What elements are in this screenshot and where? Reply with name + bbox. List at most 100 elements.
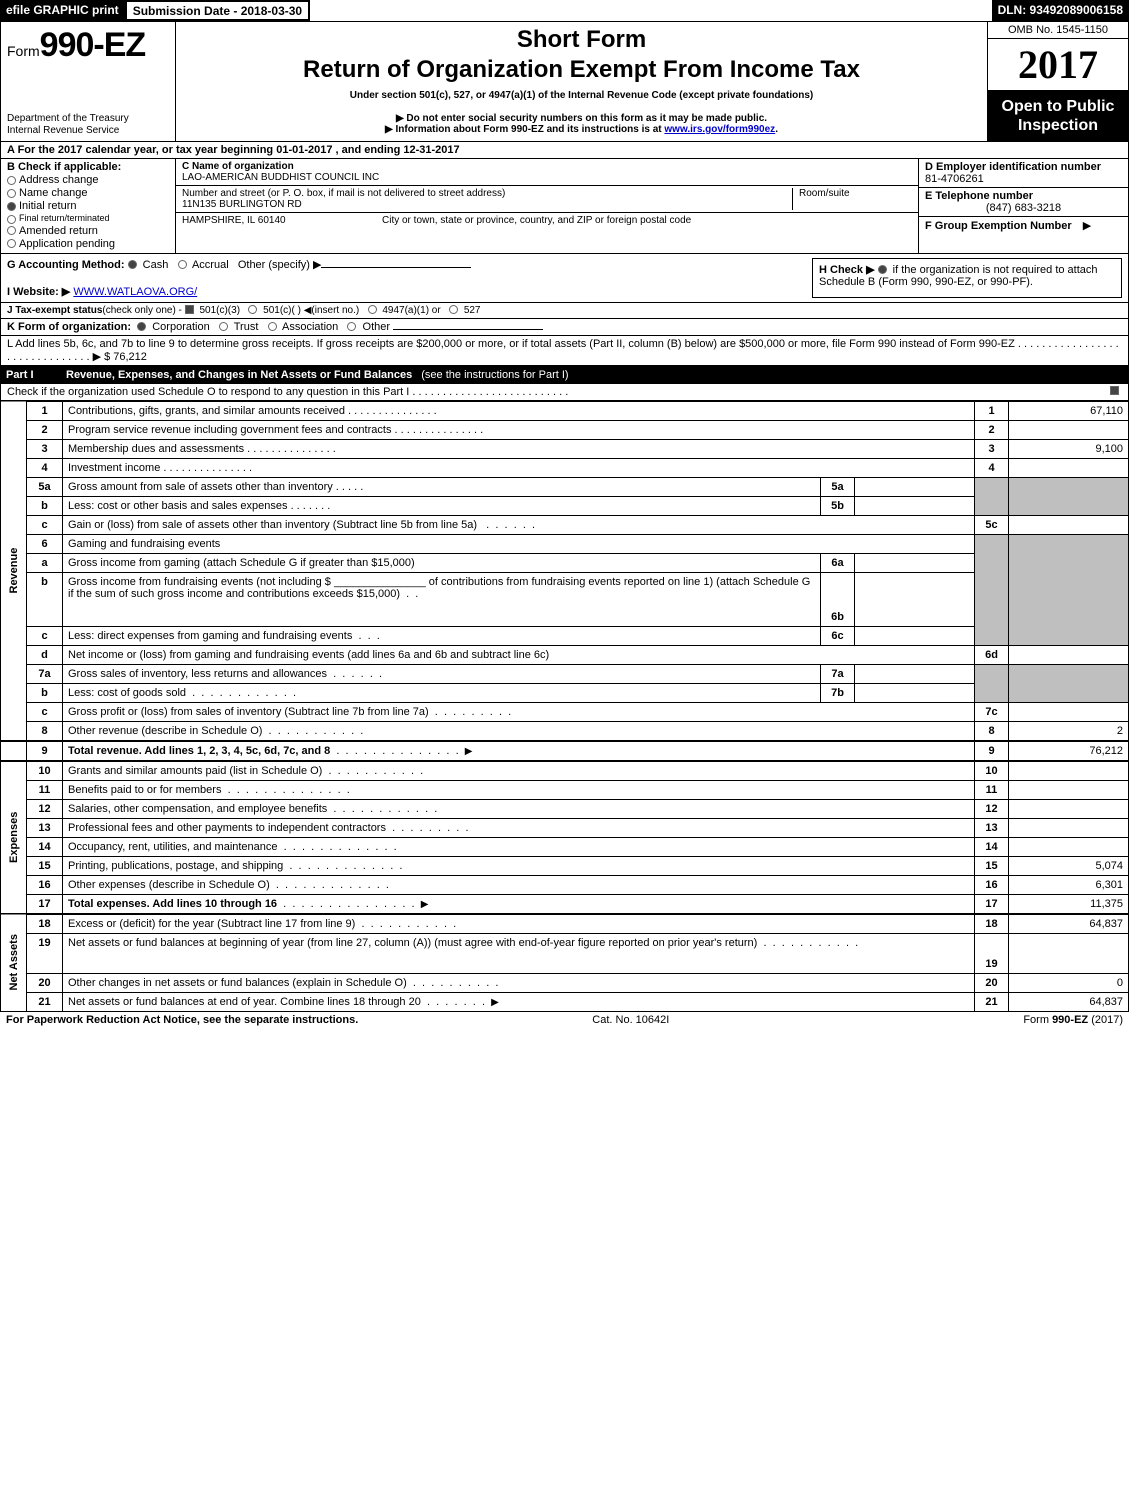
section-k: K Form of organization: Corporation Trus…	[0, 319, 1129, 336]
footer-mid: Cat. No. 10642I	[592, 1014, 669, 1026]
c-city-label: City or town, state or province, country…	[382, 215, 691, 226]
ln: 7a	[27, 664, 63, 683]
ln: 19	[27, 933, 63, 973]
table-row: 2 Program service revenue including gove…	[1, 420, 1129, 439]
desc: Gross income from gaming (attach Schedul…	[68, 557, 415, 569]
box: 6d	[975, 645, 1009, 664]
box: 16	[975, 875, 1009, 894]
form-number: Form990-EZ	[7, 26, 169, 65]
ln: 5a	[27, 477, 63, 496]
radio-icon[interactable]	[268, 322, 277, 331]
sub: 6c	[821, 626, 855, 645]
table-row: Expenses 10 Grants and similar amounts p…	[1, 761, 1129, 781]
footer-right: Form 990-EZ (2017)	[1023, 1014, 1123, 1026]
val: 0	[1009, 973, 1129, 992]
desc: Gross income from fundraising events (no…	[68, 576, 810, 600]
box: 5c	[975, 515, 1009, 534]
desc: Professional fees and other payments to …	[68, 822, 386, 834]
chk-address-change[interactable]: Address change	[7, 174, 169, 186]
sub: 7b	[821, 683, 855, 702]
check-icon[interactable]	[185, 305, 194, 314]
k-label: K Form of organization:	[7, 321, 131, 333]
ln: a	[27, 553, 63, 572]
radio-icon	[7, 202, 16, 211]
box: 2	[975, 420, 1009, 439]
radio-icon[interactable]	[128, 260, 137, 269]
tax-year: 2017	[988, 39, 1128, 91]
c-street: 11N135 BURLINGTON RD	[182, 199, 792, 210]
arrow-icon	[491, 996, 499, 1008]
desc: Total expenses. Add lines 10 through 16	[68, 898, 277, 910]
radio-icon	[7, 215, 16, 224]
k-opt0: Corporation	[152, 321, 209, 333]
radio-icon[interactable]	[368, 305, 377, 314]
part1-check-text: Check if the organization used Schedule …	[7, 386, 1110, 398]
part1-check[interactable]	[1110, 386, 1119, 395]
radio-icon[interactable]	[137, 322, 146, 331]
desc: Other changes in net assets or fund bala…	[68, 977, 407, 989]
efile-print-button[interactable]: efile GRAPHIC print	[0, 0, 125, 21]
dept-treasury: Department of the Treasury	[7, 113, 169, 125]
radio-icon[interactable]	[449, 305, 458, 314]
irs-link[interactable]: www.irs.gov/form990ez	[664, 124, 775, 135]
no-ssn-line: ▶ Do not enter social security numbers o…	[184, 113, 979, 124]
val	[1009, 780, 1129, 799]
ln: 11	[27, 780, 63, 799]
radio-icon[interactable]	[248, 305, 257, 314]
box: 13	[975, 818, 1009, 837]
desc: Gain or (loss) from sale of assets other…	[68, 519, 477, 531]
sub: 5a	[821, 477, 855, 496]
ln: 15	[27, 856, 63, 875]
chk-initial-return[interactable]: Initial return	[7, 200, 169, 212]
grey-cell	[975, 534, 1009, 645]
radio-icon	[7, 226, 16, 235]
j-opt2: 4947(a)(1) or	[382, 305, 440, 316]
title-block: Short Form Return of Organization Exempt…	[176, 22, 988, 141]
radio-icon[interactable]	[347, 322, 356, 331]
subval	[855, 683, 975, 702]
box: 9	[975, 741, 1009, 761]
d-value: 81-4706261	[925, 173, 1122, 185]
radio-icon[interactable]	[178, 260, 187, 269]
radio-icon[interactable]	[219, 322, 228, 331]
table-row: 8 Other revenue (describe in Schedule O)…	[1, 721, 1129, 741]
section-f: F Group Exemption Number ▶	[919, 217, 1128, 234]
side-net-assets: Net Assets	[1, 914, 27, 1012]
table-row: c Less: direct expenses from gaming and …	[1, 626, 1129, 645]
table-row: 12 Salaries, other compensation, and emp…	[1, 799, 1129, 818]
section-j: J Tax-exempt status(check only one) - 50…	[0, 303, 1129, 319]
part1-title: Revenue, Expenses, and Changes in Net As…	[66, 369, 569, 381]
radio-icon	[7, 189, 16, 198]
ln: 1	[27, 401, 63, 420]
grey-cell	[1009, 534, 1129, 645]
table-row: 19 Net assets or fund balances at beginn…	[1, 933, 1129, 973]
ln: c	[27, 515, 63, 534]
ln: 8	[27, 721, 63, 741]
chk-amended-return[interactable]: Amended return	[7, 225, 169, 237]
l-value: 76,212	[113, 351, 147, 363]
chk-final-return[interactable]: Final return/terminated	[7, 213, 169, 223]
grey-cell	[975, 664, 1009, 702]
val: 9,100	[1009, 439, 1129, 458]
table-row: 14 Occupancy, rent, utilities, and maint…	[1, 837, 1129, 856]
g-label: G Accounting Method:	[7, 259, 125, 271]
section-i: I Website: ▶ WWW.WATLAOVA.ORG/	[7, 285, 812, 298]
table-row: 13 Professional fees and other payments …	[1, 818, 1129, 837]
sub: 6b	[821, 572, 855, 626]
val: 64,837	[1009, 914, 1129, 934]
c-name-label: C Name of organization	[182, 161, 379, 172]
box: 12	[975, 799, 1009, 818]
chk-name-change[interactable]: Name change	[7, 187, 169, 199]
table-row: c Gross profit or (loss) from sales of i…	[1, 702, 1129, 721]
arrow-icon	[421, 898, 429, 910]
val	[1009, 933, 1129, 973]
website-link[interactable]: WWW.WATLAOVA.ORG/	[73, 286, 197, 298]
g-other: Other (specify) ▶	[238, 259, 322, 271]
open-to-public: Open to Public Inspection	[988, 91, 1128, 141]
ln: 21	[27, 992, 63, 1011]
g-cash: Cash	[143, 259, 169, 271]
grey-cell	[1009, 477, 1129, 515]
chk-application-pending[interactable]: Application pending	[7, 238, 169, 250]
h-check[interactable]	[878, 265, 887, 274]
ln: 17	[27, 894, 63, 914]
